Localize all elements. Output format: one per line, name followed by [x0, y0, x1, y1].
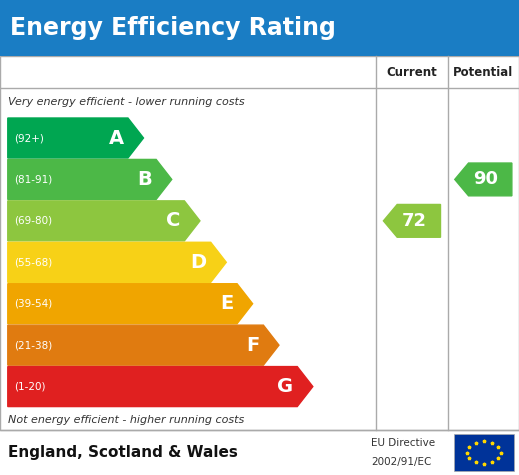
Text: E: E [220, 294, 233, 313]
Polygon shape [8, 325, 279, 365]
Text: G: G [277, 377, 293, 396]
Text: C: C [166, 211, 181, 230]
Polygon shape [384, 204, 441, 237]
Text: (81-91): (81-91) [14, 174, 52, 184]
Text: (69-80): (69-80) [14, 216, 52, 226]
Polygon shape [455, 163, 512, 196]
Bar [0, 0, 519, 56]
Text: Not energy efficient - higher running costs: Not energy efficient - higher running co… [8, 415, 244, 425]
Text: England, Scotland & Wales: England, Scotland & Wales [8, 445, 238, 460]
Text: Current: Current [387, 66, 438, 78]
Text: (55-68): (55-68) [14, 257, 52, 267]
Text: EU Directive: EU Directive [371, 437, 435, 447]
Text: A: A [109, 129, 124, 148]
Polygon shape [8, 118, 143, 158]
Text: B: B [138, 170, 152, 189]
Polygon shape [8, 160, 172, 200]
Polygon shape [8, 201, 200, 241]
Text: Energy Efficiency Rating: Energy Efficiency Rating [10, 16, 336, 40]
Text: (92+): (92+) [14, 133, 44, 143]
Bar [0, 56, 519, 430]
Text: 72: 72 [402, 212, 427, 230]
Text: Very energy efficient - lower running costs: Very energy efficient - lower running co… [8, 97, 244, 107]
Text: D: D [190, 253, 207, 272]
Text: 90: 90 [473, 171, 498, 189]
Text: (1-20): (1-20) [14, 381, 45, 391]
Bar [454, 434, 514, 471]
Text: 2002/91/EC: 2002/91/EC [371, 457, 431, 467]
Text: (21-38): (21-38) [14, 340, 52, 350]
Text: Potential: Potential [453, 66, 513, 78]
Text: (39-54): (39-54) [14, 299, 52, 309]
Polygon shape [8, 367, 313, 407]
Text: F: F [246, 336, 260, 355]
Polygon shape [8, 242, 226, 282]
Polygon shape [8, 284, 253, 324]
